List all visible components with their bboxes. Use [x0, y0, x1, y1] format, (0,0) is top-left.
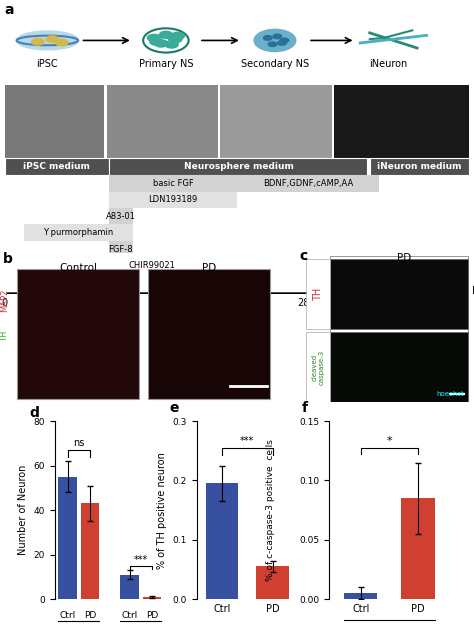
Circle shape — [165, 41, 178, 48]
Bar — [58, 477, 77, 599]
Text: iNeuron medium: iNeuron medium — [377, 162, 462, 171]
Text: PD: PD — [84, 612, 96, 620]
Bar — [81, 504, 99, 599]
Circle shape — [169, 36, 182, 42]
Circle shape — [268, 42, 277, 47]
Bar — [237, 175, 379, 192]
Text: iPSC: iPSC — [36, 59, 58, 69]
Ellipse shape — [17, 31, 78, 50]
Text: c: c — [299, 248, 308, 263]
Text: Neurosphere medium: Neurosphere medium — [184, 162, 294, 171]
Text: basic FGF: basic FGF — [153, 179, 193, 188]
Text: f: f — [301, 401, 307, 415]
Circle shape — [278, 41, 286, 45]
Bar — [107, 85, 218, 158]
Text: Ctrl: Ctrl — [121, 612, 138, 620]
Bar — [109, 192, 237, 208]
Text: TH: TH — [0, 331, 9, 342]
Bar — [344, 593, 377, 599]
Bar — [143, 597, 161, 599]
Text: iPSC medium: iPSC medium — [23, 162, 91, 171]
Bar — [17, 269, 139, 399]
Circle shape — [155, 40, 168, 47]
Text: hoechst: hoechst — [437, 391, 465, 397]
Text: PD: PD — [146, 612, 158, 620]
Text: d: d — [30, 406, 39, 420]
Text: 12: 12 — [164, 298, 177, 308]
Circle shape — [32, 39, 44, 45]
Text: 7: 7 — [106, 298, 112, 308]
Y-axis label: Number of Neuron: Number of Neuron — [18, 465, 28, 555]
Circle shape — [147, 34, 161, 41]
Bar — [109, 175, 237, 192]
Circle shape — [254, 29, 296, 52]
Circle shape — [159, 31, 173, 39]
Text: Ctrl: Ctrl — [59, 612, 76, 620]
Y-axis label: % of TH positive neuron: % of TH positive neuron — [157, 452, 167, 568]
Text: Primary NS: Primary NS — [139, 59, 193, 69]
Y-axis label: % of c-caspase-3 positive  cells: % of c-caspase-3 positive cells — [266, 439, 274, 581]
Text: FGF-8: FGF-8 — [109, 245, 133, 253]
Text: e: e — [169, 401, 179, 416]
Bar — [220, 85, 332, 158]
Text: DIV: DIV — [472, 286, 474, 296]
Bar — [306, 332, 330, 402]
Bar — [401, 498, 435, 599]
Bar — [24, 225, 133, 241]
Circle shape — [150, 38, 163, 45]
Bar — [109, 208, 133, 225]
Bar — [120, 575, 139, 599]
Text: ***: *** — [134, 555, 148, 565]
Text: 0: 0 — [2, 298, 8, 308]
Bar — [148, 269, 270, 399]
Circle shape — [171, 32, 184, 39]
Text: BDNF,GDNF,cAMP,AA: BDNF,GDNF,cAMP,AA — [263, 179, 353, 188]
Text: ***: *** — [240, 436, 255, 446]
Text: *: * — [387, 436, 392, 446]
Text: b: b — [3, 252, 13, 266]
Text: 42: 42 — [420, 298, 433, 308]
Text: 28: 28 — [297, 298, 310, 308]
Text: Secondary NS: Secondary NS — [241, 59, 309, 69]
Text: Y purmorphamin: Y purmorphamin — [43, 228, 113, 237]
Circle shape — [273, 34, 282, 39]
Text: PD: PD — [202, 263, 216, 273]
Bar — [66, 257, 237, 274]
Bar — [306, 259, 330, 329]
Text: CHIR99021: CHIR99021 — [128, 261, 175, 270]
Circle shape — [55, 39, 68, 46]
Text: iNeuron: iNeuron — [370, 59, 408, 69]
Bar — [5, 158, 109, 175]
Bar — [206, 484, 238, 599]
Text: MAP2: MAP2 — [0, 288, 9, 311]
Circle shape — [264, 36, 272, 40]
Bar — [370, 158, 469, 175]
Circle shape — [46, 36, 58, 42]
Bar — [256, 567, 289, 599]
Text: cleaved
caspase-3: cleaved caspase-3 — [311, 349, 325, 385]
Bar — [330, 259, 468, 329]
Bar — [5, 85, 104, 158]
Text: PD: PD — [397, 253, 411, 263]
Bar — [330, 332, 468, 402]
Text: LDN193189: LDN193189 — [148, 195, 198, 204]
Text: a: a — [5, 2, 14, 16]
Circle shape — [280, 38, 289, 42]
Text: TH: TH — [313, 287, 323, 301]
Text: ns: ns — [73, 438, 84, 448]
Bar — [109, 241, 133, 257]
Text: A83-01: A83-01 — [106, 212, 136, 221]
Text: Control: Control — [59, 263, 97, 273]
Bar — [109, 158, 367, 175]
Bar — [330, 256, 468, 402]
Bar — [334, 85, 469, 158]
